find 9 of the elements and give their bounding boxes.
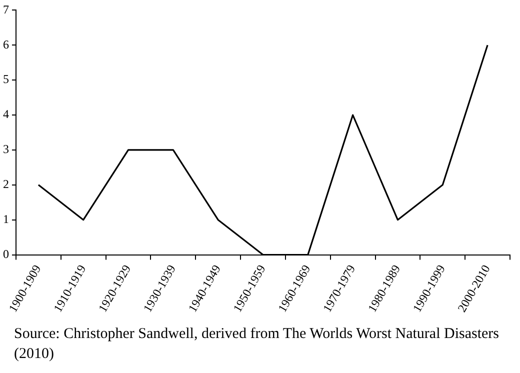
- y-tick-label: 5: [3, 72, 9, 86]
- y-tick-label: 7: [3, 2, 9, 16]
- source-note: Source: Christopher Sandwell, derived from The Worlds Worst Natural Disasters (2010): [14, 325, 500, 364]
- y-tick-label: 2: [3, 177, 9, 192]
- y-tick-label: 4: [3, 107, 9, 122]
- y-tick-label: 3: [3, 142, 9, 156]
- y-tick-label: 0: [3, 246, 9, 261]
- y-tick-label: 1: [3, 212, 9, 226]
- y-tick-label: 6: [3, 37, 9, 52]
